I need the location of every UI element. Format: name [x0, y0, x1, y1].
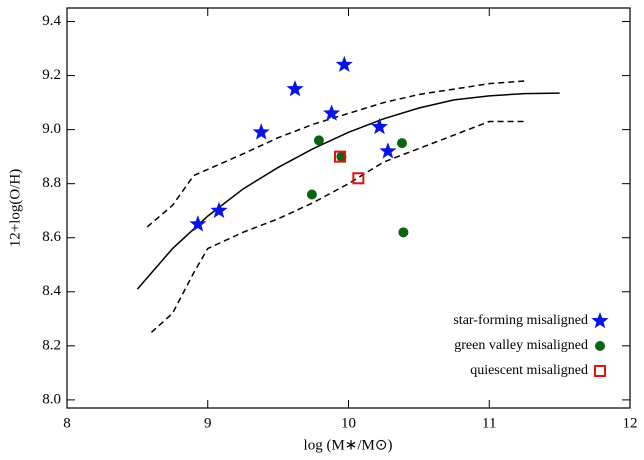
- legend-label: green valley misaligned: [454, 338, 588, 353]
- legend-label: quiescent misaligned: [470, 363, 588, 378]
- circle-marker: [396, 138, 407, 149]
- star-marker: [189, 215, 207, 232]
- star-marker: [323, 104, 341, 121]
- star-marker: [252, 123, 270, 140]
- fit-line: [146, 80, 525, 228]
- star-marker: [591, 312, 609, 329]
- square-marker: [594, 365, 606, 377]
- circle-marker: [306, 189, 317, 200]
- star-marker: [379, 142, 397, 159]
- x-tick-label: 11: [482, 415, 496, 431]
- x-tick-label: 10: [341, 415, 356, 431]
- y-tick-label: 8.2: [42, 337, 61, 353]
- x-axis-label: log (M∗/M⊙): [304, 437, 393, 453]
- star-marker: [210, 201, 228, 218]
- square-marker: [334, 150, 347, 163]
- circle-marker: [336, 151, 347, 162]
- circle-marker: [398, 227, 409, 238]
- y-tick-label: 9.2: [42, 67, 61, 83]
- fit-line: [136, 92, 560, 290]
- y-axis-label: 12+log(O/H): [7, 169, 23, 247]
- star-marker: [335, 55, 353, 72]
- circle-marker: [313, 135, 324, 146]
- y-tick-label: 9.4: [42, 13, 61, 29]
- star-marker: [286, 80, 304, 97]
- y-tick-label: 8.8: [42, 175, 61, 191]
- y-tick-label: 8.6: [42, 229, 61, 245]
- square-marker: [352, 172, 365, 185]
- x-tick-label: 8: [63, 415, 71, 431]
- legend-label: star-forming misaligned: [453, 313, 588, 328]
- fit-line: [150, 120, 525, 333]
- x-tick-label: 12: [623, 415, 638, 431]
- x-tick-label: 9: [204, 415, 212, 431]
- y-tick-label: 9.0: [42, 121, 61, 137]
- circle-marker: [595, 341, 605, 351]
- y-tick-label: 8.0: [42, 391, 61, 407]
- y-tick-label: 8.4: [42, 283, 61, 299]
- star-marker: [370, 117, 388, 135]
